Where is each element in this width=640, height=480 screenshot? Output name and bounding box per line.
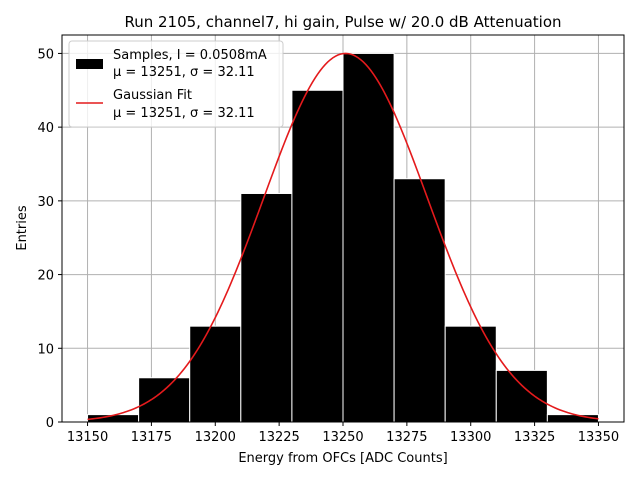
legend-box: [68, 40, 284, 128]
x-tick-label: 13250: [322, 430, 363, 445]
y-tick-label: 20: [37, 269, 54, 284]
legend-fit-stats: μ = 13251, σ = 32.11: [113, 106, 255, 121]
histogram-bar: [495, 369, 548, 423]
legend-samples-label: Samples, I = 0.0508mA: [113, 48, 267, 63]
y-tick-label: 40: [37, 121, 54, 136]
x-tick-label: 13325: [514, 430, 555, 445]
x-tick-label: 13225: [258, 430, 299, 445]
histogram-bar: [342, 52, 395, 423]
histogram-bar: [291, 89, 344, 423]
y-axis-label: Entries: [15, 205, 30, 251]
histogram-bars: [87, 52, 599, 423]
y-axis: 0 10 20 30 40 50: [37, 47, 62, 431]
gaussian-fit-curve: [87, 52, 599, 421]
x-axis: 13150 13175 13200 13225 13250 13275 13300 13325…: [67, 422, 619, 445]
x-tick-label: 13275: [386, 430, 427, 445]
x-tick-label: 13300: [450, 430, 491, 445]
legend-fit-label: Gaussian Fit: [113, 88, 192, 103]
histogram-bar: [393, 178, 446, 423]
legend: Samples, I = 0.0508mA μ = 13251, σ = 32.…: [68, 40, 284, 128]
chart-title: Run 2105, channel7, hi gain, Pulse w/ 20…: [124, 13, 561, 31]
x-axis-label: Energy from OFCs [ADC Counts]: [238, 451, 447, 466]
histogram-bar: [138, 377, 191, 423]
legend-samples-patch: [76, 59, 103, 69]
histogram-bar: [189, 325, 242, 423]
y-tick-label: 10: [37, 342, 54, 357]
y-tick-label: 50: [37, 47, 54, 62]
x-tick-label: 13175: [131, 430, 172, 445]
legend-samples-stats: μ = 13251, σ = 32.11: [113, 65, 255, 80]
x-tick-label: 13150: [67, 430, 108, 445]
x-tick-label: 13200: [195, 430, 236, 445]
y-tick-label: 30: [37, 195, 54, 210]
histogram-bar: [240, 192, 293, 423]
x-tick-label: 13350: [578, 430, 619, 445]
y-tick-label: 0: [46, 416, 54, 431]
